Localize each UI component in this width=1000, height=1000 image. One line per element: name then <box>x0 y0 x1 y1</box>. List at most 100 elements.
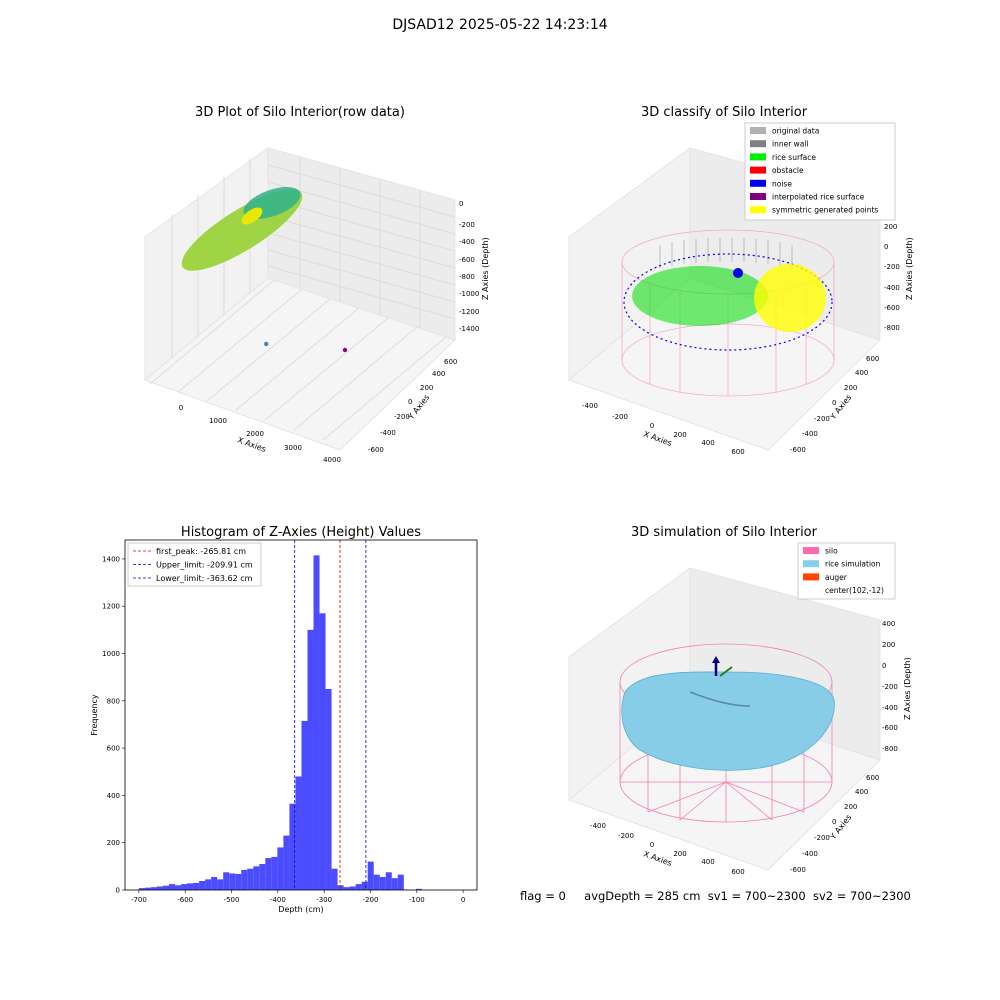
hist-bar <box>391 878 398 890</box>
panel-simulation-3d: 3D simulation of Silo Interior silo rice … <box>568 525 912 876</box>
simulation-ytick: 0 <box>832 818 836 826</box>
raw-ztick: -600 <box>459 256 475 264</box>
hist-xtick-label: -600 <box>177 896 193 904</box>
classify-ytick: 0 <box>832 399 836 407</box>
simulation-xtick: -200 <box>618 832 634 840</box>
simulation-xtick: 200 <box>673 850 686 858</box>
classify-rice-surface <box>632 266 768 326</box>
hist-ylabel: Frequency <box>90 694 99 736</box>
raw-ztick: -800 <box>459 273 475 281</box>
hist-ytick-label: 1200 <box>102 603 120 611</box>
hist-bar <box>205 879 212 890</box>
raw-ztick: -1400 <box>459 325 479 333</box>
classify-ztick: -800 <box>884 324 900 332</box>
hist-bar <box>138 888 145 890</box>
panel-histogram: Histogram of Z-Axies (Height) Values -70… <box>90 525 478 914</box>
hist-bar <box>325 688 332 890</box>
sv1-status: sv1 = 700~2300 <box>707 889 806 903</box>
classify-ytick: -600 <box>790 446 806 454</box>
raw-ztick: 0 <box>459 200 463 208</box>
simulation-ytick: 400 <box>855 788 868 796</box>
hist-bar <box>397 874 404 890</box>
hist-xtick-label: -400 <box>270 896 286 904</box>
simulation-ytick: -400 <box>802 850 818 858</box>
legend-swatch <box>803 573 819 581</box>
simulation-ztick: -200 <box>882 683 898 691</box>
classify-ticks: -400 -200 0 200 400 600 -600 -400 -200 0… <box>582 223 900 456</box>
hist-bar <box>289 803 296 890</box>
hist-bar <box>217 879 224 890</box>
classify-ztick: -600 <box>884 304 900 312</box>
raw-xtick: 2000 <box>246 430 264 438</box>
legend-swatch <box>750 179 766 187</box>
classify-xtick: 600 <box>731 448 744 456</box>
raw-ytick: -200 <box>394 413 410 421</box>
classify-ztick: -200 <box>884 263 900 271</box>
legend-swatch <box>750 153 766 161</box>
legend-label: symmetric generated points <box>772 206 878 215</box>
hist-xtick-label: -700 <box>131 896 147 904</box>
raw-3d-title: 3D Plot of Silo Interior(row data) <box>195 105 405 120</box>
hist-legend-label: Upper_limit: -209.91 cm <box>156 561 253 570</box>
hist-bar <box>271 856 278 890</box>
hist-bar <box>343 887 350 890</box>
legend-label: rice surface <box>772 153 816 162</box>
simulation-xtick: 600 <box>731 868 744 876</box>
classify-ytick: -400 <box>802 430 818 438</box>
legend-swatch <box>750 193 766 200</box>
classify-symmetric-points <box>754 264 826 332</box>
classify-noise-cluster <box>733 268 743 278</box>
raw-ytick: 400 <box>432 370 445 378</box>
simulation-ztick: -400 <box>882 704 898 712</box>
flag-status: flag = 0 <box>520 889 566 903</box>
raw-ytick: -600 <box>368 446 384 454</box>
legend-swatch <box>803 547 819 554</box>
hist-bar <box>283 835 290 890</box>
hist-ytick-label: 1000 <box>102 650 120 658</box>
classify-ztick: 200 <box>884 223 897 231</box>
hist-ytick-label: 200 <box>107 839 120 847</box>
raw-zlabel: Z Axies (Depth) <box>481 237 490 300</box>
classify-xtick: 400 <box>701 439 714 447</box>
legend-label: silo <box>825 547 838 556</box>
hist-bar <box>373 874 380 890</box>
hist-ytick-label: 600 <box>107 745 120 753</box>
raw-ztick: -1000 <box>459 290 479 298</box>
hist-xtick-label: -100 <box>409 896 425 904</box>
classify-ztick: -400 <box>884 284 900 292</box>
simulation-auger <box>719 666 733 677</box>
legend-label: rice simulation <box>825 560 881 569</box>
hist-bar <box>355 884 362 890</box>
hist-bar <box>319 613 326 890</box>
simulation-surface-groove <box>689 691 751 707</box>
simulation-ytick: -200 <box>814 834 830 842</box>
panel-classify-3d: 3D classify of Silo Interior original da… <box>568 105 914 456</box>
legend-swatch <box>750 127 766 134</box>
simulation-rice-surface <box>621 671 835 771</box>
hist-yticks: 0 200 400 600 800 1000 1200 1400 <box>102 555 125 895</box>
hist-xtick-label: -200 <box>363 896 379 904</box>
hist-bar <box>199 881 206 890</box>
legend-label: noise <box>772 179 792 188</box>
legend-label: obstacle <box>772 166 804 175</box>
hist-bar <box>193 882 200 890</box>
status-footer: flag = 0 avgDepth = 285 cm sv1 = 700~230… <box>520 889 911 903</box>
raw-ytick: 200 <box>420 384 433 392</box>
hist-bar <box>162 885 169 890</box>
hist-bar <box>235 873 242 890</box>
hist-bar <box>331 868 338 890</box>
raw-ytick: 0 <box>408 398 412 406</box>
simulation-ticks: -400 -200 0 200 400 600 -600 -400 -200 0… <box>590 620 898 876</box>
raw-xtick: 0 <box>179 404 183 412</box>
classify-xlabel: X Axies <box>642 429 673 448</box>
simulation-legend: silo rice simulation auger center(102,-12) <box>797 542 896 600</box>
classify-noise-ring <box>623 253 833 351</box>
raw-ztick: -400 <box>459 238 475 246</box>
hist-bar <box>253 866 260 890</box>
classify-xtick: 200 <box>673 431 686 439</box>
hist-bar <box>175 885 182 890</box>
hist-xtick-label: -500 <box>224 896 240 904</box>
hist-bar <box>349 886 356 890</box>
hist-bar <box>241 869 248 890</box>
hist-legend-label: first_peak: -265.81 cm <box>156 547 246 556</box>
